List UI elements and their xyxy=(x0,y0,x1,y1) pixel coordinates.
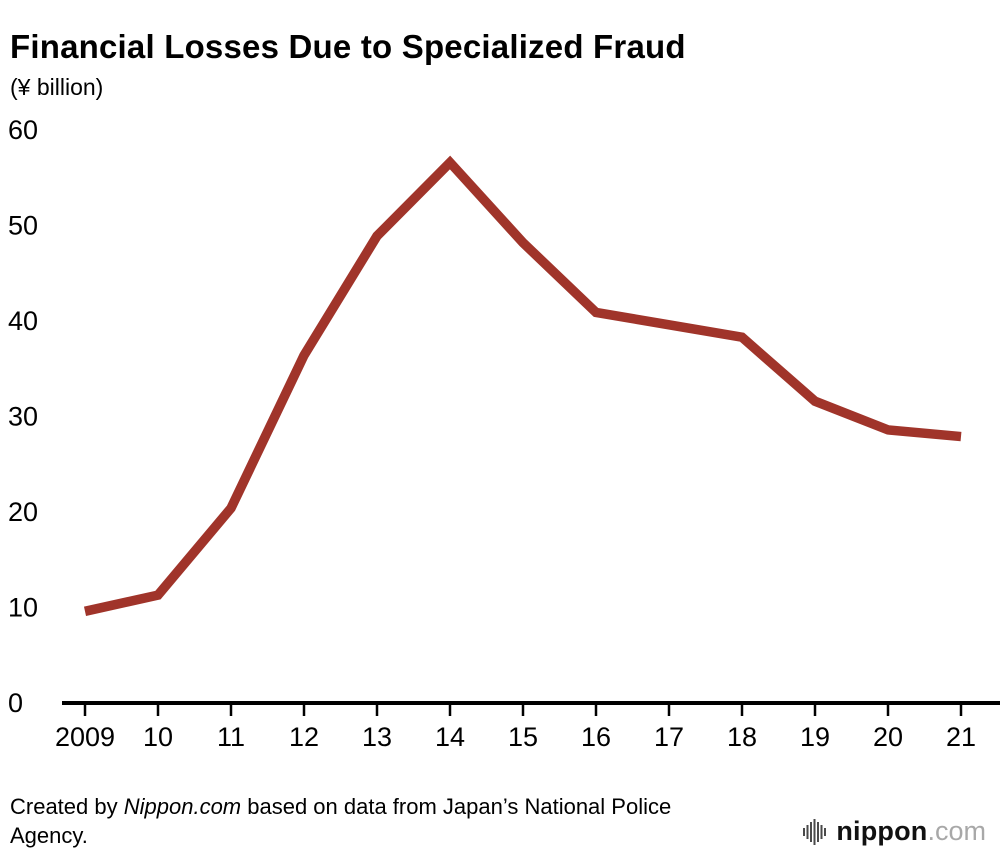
nippon-com-logo: nippon.com xyxy=(803,816,986,847)
credit-suffix: based on data from Japan’s National Poli… xyxy=(10,794,672,848)
y-tick-label: 0 xyxy=(8,688,23,718)
logo-suffix: .com xyxy=(927,816,986,846)
x-tick-label: 13 xyxy=(362,722,392,752)
y-tick-label: 40 xyxy=(8,306,38,336)
credit-source: Nippon.com xyxy=(123,794,242,819)
x-tick-label: 14 xyxy=(435,722,465,752)
x-tick-label: 21 xyxy=(946,722,976,752)
logo-text: nippon xyxy=(836,816,928,846)
x-tick-label: 12 xyxy=(289,722,319,752)
y-tick-label: 50 xyxy=(8,211,38,241)
y-tick-label: 10 xyxy=(8,593,38,623)
x-tick-label: 11 xyxy=(217,722,245,752)
x-tick-label: 16 xyxy=(581,722,611,752)
source-credit: Created by Nippon.com based on data from… xyxy=(10,792,710,850)
x-tick-label: 17 xyxy=(654,722,684,752)
y-axis-unit-label: (¥ billion) xyxy=(10,74,104,100)
y-tick-label: 20 xyxy=(8,497,38,527)
x-tick-label: 15 xyxy=(508,722,538,752)
x-tick-label: 2009 xyxy=(55,722,115,752)
chart-title: Financial Losses Due to Specialized Frau… xyxy=(10,28,686,66)
y-tick-label: 60 xyxy=(8,115,38,145)
x-tick-label: 19 xyxy=(800,722,830,752)
chart-area: 0 10 20 30 40 50 60 2009 10 11 12 13 14 15 16 17 18 19 20 2… xyxy=(0,108,1000,770)
fraud-losses-line-chart: 0 10 20 30 40 50 60 2009 10 11 12 13 14 15 16 17 18 19 20 2… xyxy=(8,115,1000,752)
y-tick-label: 30 xyxy=(8,402,38,432)
x-tick-label: 10 xyxy=(143,722,173,752)
fraud-losses-series-line xyxy=(83,155,962,616)
nippon-logo-bars-icon xyxy=(803,818,827,845)
x-tick-label: 20 xyxy=(873,722,903,752)
credit-prefix: Created by xyxy=(10,794,124,819)
x-tick-label: 18 xyxy=(727,722,757,752)
